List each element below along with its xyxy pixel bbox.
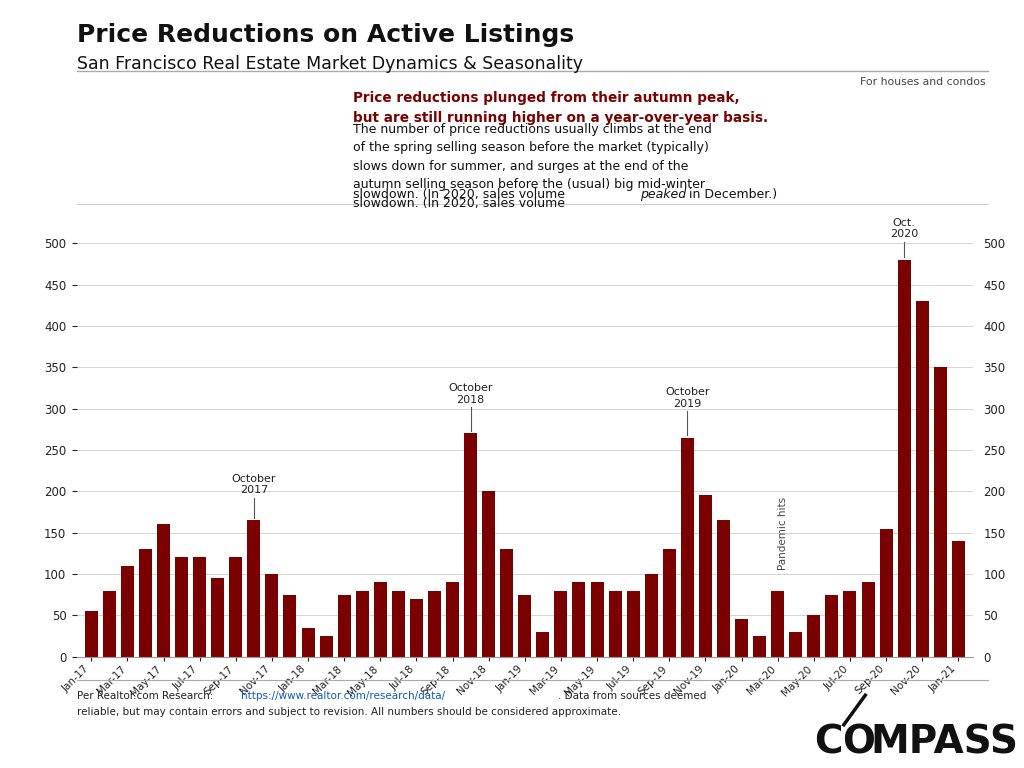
- Bar: [194, 558, 206, 657]
- Bar: [554, 591, 567, 657]
- Bar: [355, 591, 369, 657]
- Bar: [645, 574, 657, 657]
- Bar: [537, 632, 549, 657]
- Bar: [915, 301, 929, 657]
- Text: slowdown. (In 2020, sales volume: slowdown. (In 2020, sales volume: [353, 188, 569, 201]
- Bar: [952, 541, 965, 657]
- Bar: [699, 495, 712, 657]
- Text: Per Realtor.com Research:: Per Realtor.com Research:: [77, 691, 220, 701]
- Text: Oct.
2020: Oct. 2020: [890, 217, 919, 240]
- Bar: [464, 433, 477, 657]
- Bar: [717, 520, 730, 657]
- Text: reliable, but may contain errors and subject to revision. All numbers should be : reliable, but may contain errors and sub…: [77, 707, 621, 717]
- Bar: [121, 566, 134, 657]
- Bar: [501, 549, 513, 657]
- Bar: [392, 591, 404, 657]
- Bar: [482, 492, 496, 657]
- Bar: [771, 591, 784, 657]
- Bar: [85, 611, 97, 657]
- Text: The number of price reductions usually climbs at the end
of the spring selling s: The number of price reductions usually c…: [353, 123, 712, 210]
- Text: For houses and condos: For houses and condos: [860, 77, 986, 87]
- Text: peaked: peaked: [640, 188, 686, 201]
- Bar: [572, 582, 586, 657]
- Text: October
2019: October 2019: [666, 387, 710, 409]
- Bar: [861, 582, 874, 657]
- Bar: [338, 594, 350, 657]
- Text: Price Reductions on Active Listings: Price Reductions on Active Listings: [77, 23, 573, 47]
- Text: San Francisco Real Estate Market Dynamics & Seasonality: San Francisco Real Estate Market Dynamic…: [77, 55, 583, 73]
- Bar: [301, 627, 314, 657]
- Bar: [518, 594, 531, 657]
- Bar: [934, 367, 947, 657]
- Bar: [825, 594, 839, 657]
- Text: O: O: [842, 723, 874, 761]
- Bar: [627, 591, 640, 657]
- Text: in December.): in December.): [685, 188, 777, 201]
- Bar: [157, 525, 170, 657]
- Bar: [663, 549, 676, 657]
- Bar: [790, 632, 802, 657]
- Bar: [898, 260, 910, 657]
- Bar: [265, 574, 279, 657]
- Bar: [608, 591, 622, 657]
- Text: MPASS: MPASS: [870, 723, 1019, 761]
- Bar: [753, 636, 766, 657]
- Bar: [735, 620, 749, 657]
- Bar: [681, 438, 694, 657]
- Bar: [410, 599, 423, 657]
- Text: Price reductions plunged from their autumn peak,
but are still running higher on: Price reductions plunged from their autu…: [353, 91, 768, 125]
- Text: https://www.realtor.com/research/data/: https://www.realtor.com/research/data/: [241, 691, 444, 701]
- Bar: [211, 578, 224, 657]
- Text: Pandemic hits: Pandemic hits: [778, 497, 788, 570]
- Bar: [428, 591, 441, 657]
- Bar: [102, 591, 116, 657]
- Text: October
2018: October 2018: [449, 383, 493, 405]
- Bar: [807, 615, 820, 657]
- Bar: [844, 591, 856, 657]
- Bar: [175, 558, 188, 657]
- Bar: [591, 582, 603, 657]
- Bar: [248, 520, 260, 657]
- Text: . Data from sources deemed: . Data from sources deemed: [558, 691, 707, 701]
- Bar: [284, 594, 297, 657]
- Bar: [139, 549, 152, 657]
- Bar: [446, 582, 459, 657]
- Bar: [880, 528, 893, 657]
- Bar: [319, 636, 333, 657]
- Text: October
2017: October 2017: [231, 474, 276, 495]
- Text: C: C: [814, 723, 843, 761]
- Bar: [374, 582, 387, 657]
- Bar: [229, 558, 243, 657]
